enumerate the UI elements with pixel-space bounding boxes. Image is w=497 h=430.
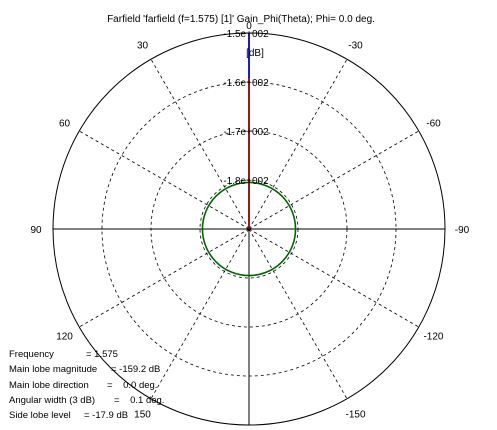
ring-label: -1.8e+002 <box>223 176 269 187</box>
angle-label: 0 <box>246 21 252 32</box>
angle-label: -60 <box>426 119 441 130</box>
angle-label: 120 <box>56 332 73 343</box>
angle-label: 60 <box>59 119 71 130</box>
data-series <box>201 33 297 277</box>
angle-label: -150 <box>345 409 365 420</box>
info-value: = -17.9 dB <box>84 410 129 422</box>
info-row-angular-width: Angular width (3 dB) = 0.1 deg. <box>9 393 164 408</box>
angle-label: -90 <box>455 225 470 236</box>
radial-grid-line <box>248 130 419 230</box>
info-panel: Frequency = 1.575 Main lobe magnitude = -1… <box>9 347 164 423</box>
info-value: = -159.2 dB <box>111 364 161 376</box>
angle-label: 90 <box>30 225 42 236</box>
angle-label: 150 <box>134 409 151 420</box>
radial-grid-line <box>150 59 250 230</box>
info-value: = 0.1 deg. <box>114 394 165 406</box>
polar-labels: -1.5e+002 -1.6e+002 -1.7e+002 -1.8e+002 [dB]… <box>30 21 470 420</box>
info-row-main-lobe-direction: Main lobe direction = 0.0 deg. <box>9 378 164 393</box>
info-label: Frequency <box>9 349 54 360</box>
unit-label: [dB] <box>246 48 264 59</box>
radial-grid-line <box>79 130 250 230</box>
radial-grid-line <box>79 228 250 328</box>
ring-label: -1.6e+002 <box>223 78 269 89</box>
angle-label: 30 <box>137 41 149 52</box>
info-label: Side lobe level <box>9 410 71 422</box>
info-row-frequency: Frequency = 1.575 <box>9 347 164 362</box>
radial-grid-line <box>150 228 250 399</box>
info-label: Angular width (3 dB) <box>9 394 96 406</box>
ring-label: -1.7e+002 <box>223 127 269 138</box>
info-value: = 1.575 <box>86 349 118 360</box>
radial-grid-line <box>248 228 419 328</box>
radial-grid-line <box>248 228 348 399</box>
angle-label: -30 <box>348 41 363 52</box>
angle-label: -120 <box>423 332 443 343</box>
ring-label: -1.5e+002 <box>223 29 269 40</box>
radial-grid-line <box>248 59 348 230</box>
info-row-side-lobe-level: Side lobe level = -17.9 dB <box>9 408 164 423</box>
info-label: Main lobe direction <box>9 379 89 391</box>
info-value: = 0.0 deg. <box>107 379 158 391</box>
info-row-main-lobe-magnitude: Main lobe magnitude = -159.2 dB <box>9 362 164 377</box>
chart-title: Farfield 'farfield (f=1.575) [1]' Gain_P… <box>107 14 375 25</box>
info-label: Main lobe magnitude <box>9 364 98 376</box>
